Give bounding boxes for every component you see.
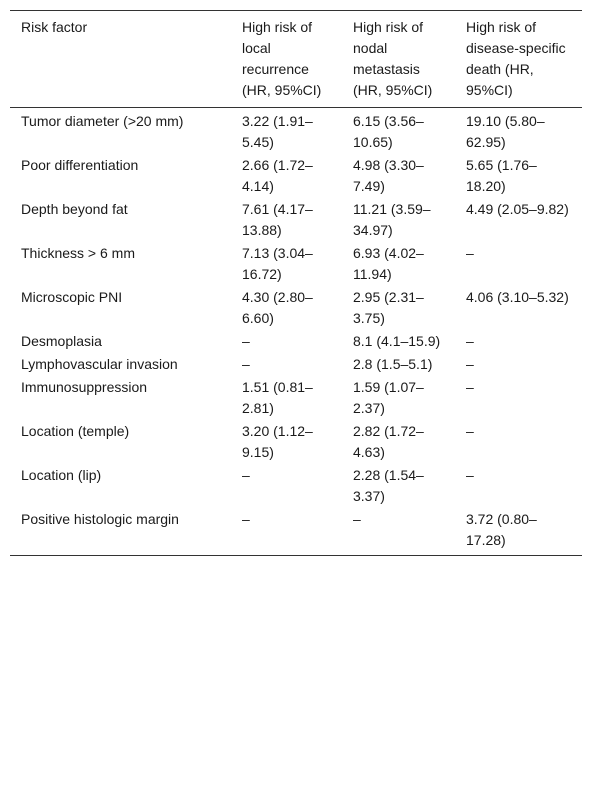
cell-local-recurrence: 1.51 (0.81–2.81) xyxy=(242,379,313,416)
cell-nodal-metastasis: 6.15 (3.56–10.65) xyxy=(353,113,424,150)
cell-disease-specific-death: 4.06 (3.10–5.32) xyxy=(466,289,569,305)
cell-disease-specific-death: 5.65 (1.76–18.20) xyxy=(466,157,537,194)
cell-local-recurrence: 3.22 (1.91–5.45) xyxy=(242,113,313,150)
cell-risk-factor: Depth beyond fat xyxy=(21,201,128,217)
cell-nodal-metastasis: 2.95 (2.31–3.75) xyxy=(353,289,424,326)
cell-nodal-metastasis: – xyxy=(353,511,361,527)
table-row: Location (temple) 3.20 (1.12–9.15) 2.82 … xyxy=(10,421,582,465)
cell-risk-factor: Microscopic PNI xyxy=(21,289,123,305)
cell-local-recurrence: 7.13 (3.04–16.72) xyxy=(242,245,313,282)
cell-disease-specific-death: – xyxy=(466,467,474,483)
cell-nodal-metastasis: 8.1 (4.1–15.9) xyxy=(353,333,441,349)
cell-disease-specific-death: – xyxy=(466,423,474,439)
cell-disease-specific-death: – xyxy=(466,356,474,372)
table-row: Location (lip) – 2.28 (1.54–3.37) – xyxy=(10,465,582,509)
header-local-recurrence: High risk of local recurrence (HR, 95%CI… xyxy=(242,19,322,98)
cell-local-recurrence: – xyxy=(242,467,250,483)
header-disease-specific-death: High risk of disease-specific death (HR,… xyxy=(466,19,566,98)
cell-nodal-metastasis: 1.59 (1.07–2.37) xyxy=(353,379,424,416)
table-row: Depth beyond fat 7.61 (4.17–13.88) 11.21… xyxy=(10,199,582,243)
cell-risk-factor: Location (temple) xyxy=(21,423,130,439)
header-nodal-metastasis: High risk of nodal metastasis (HR, 95%CI… xyxy=(353,19,433,98)
cell-local-recurrence: – xyxy=(242,511,250,527)
header-risk-factor: Risk factor xyxy=(21,19,88,35)
cell-disease-specific-death: – xyxy=(466,333,474,349)
cell-nodal-metastasis: 11.21 (3.59–34.97) xyxy=(353,201,431,238)
cell-local-recurrence: 3.20 (1.12–9.15) xyxy=(242,423,313,460)
cell-local-recurrence: 2.66 (1.72–4.14) xyxy=(242,157,313,194)
cell-risk-factor: Positive histologic margin xyxy=(21,511,179,527)
cell-disease-specific-death: 4.49 (2.05–9.82) xyxy=(466,201,569,217)
cell-risk-factor: Lymphovascular invasion xyxy=(21,356,178,372)
cell-disease-specific-death: 19.10 (5.80–62.95) xyxy=(466,113,545,150)
cell-disease-specific-death: – xyxy=(466,245,474,261)
cell-disease-specific-death: 3.72 (0.80–17.28) xyxy=(466,511,537,548)
cell-nodal-metastasis: 2.8 (1.5–5.1) xyxy=(353,356,433,372)
cell-nodal-metastasis: 4.98 (3.30–7.49) xyxy=(353,157,424,194)
cell-local-recurrence: 7.61 (4.17–13.88) xyxy=(242,201,313,238)
cell-local-recurrence: – xyxy=(242,333,250,349)
table-row: Thickness > 6 mm 7.13 (3.04–16.72) 6.93 … xyxy=(10,243,582,287)
cell-risk-factor: Tumor diameter (>20 mm) xyxy=(21,113,184,129)
cell-risk-factor: Desmoplasia xyxy=(21,333,102,349)
cell-risk-factor: Poor differentiation xyxy=(21,157,139,173)
cell-disease-specific-death: – xyxy=(466,379,474,395)
cell-risk-factor: Immunosuppression xyxy=(21,379,148,395)
risk-factor-table: Risk factor High risk of local recurrenc… xyxy=(10,10,582,556)
cell-risk-factor: Location (lip) xyxy=(21,467,102,483)
cell-local-recurrence: – xyxy=(242,356,250,372)
table-row: Desmoplasia – 8.1 (4.1–15.9) – xyxy=(10,331,582,354)
table-row: Immunosuppression 1.51 (0.81–2.81) 1.59 … xyxy=(10,377,582,421)
cell-local-recurrence: 4.30 (2.80–6.60) xyxy=(242,289,313,326)
cell-nodal-metastasis: 2.28 (1.54–3.37) xyxy=(353,467,424,504)
table-row: Poor differentiation 2.66 (1.72–4.14) 4.… xyxy=(10,155,582,199)
table-header-row: Risk factor High risk of local recurrenc… xyxy=(10,10,582,108)
table-row: Microscopic PNI 4.30 (2.80–6.60) 2.95 (2… xyxy=(10,287,582,331)
table-row: Lymphovascular invasion – 2.8 (1.5–5.1) … xyxy=(10,354,582,377)
table-row: Tumor diameter (>20 mm) 3.22 (1.91–5.45)… xyxy=(10,108,582,156)
cell-nodal-metastasis: 2.82 (1.72–4.63) xyxy=(353,423,424,460)
table-row: Positive histologic margin – – 3.72 (0.8… xyxy=(10,509,582,556)
cell-risk-factor: Thickness > 6 mm xyxy=(21,245,135,261)
cell-nodal-metastasis: 6.93 (4.02–11.94) xyxy=(353,245,424,282)
